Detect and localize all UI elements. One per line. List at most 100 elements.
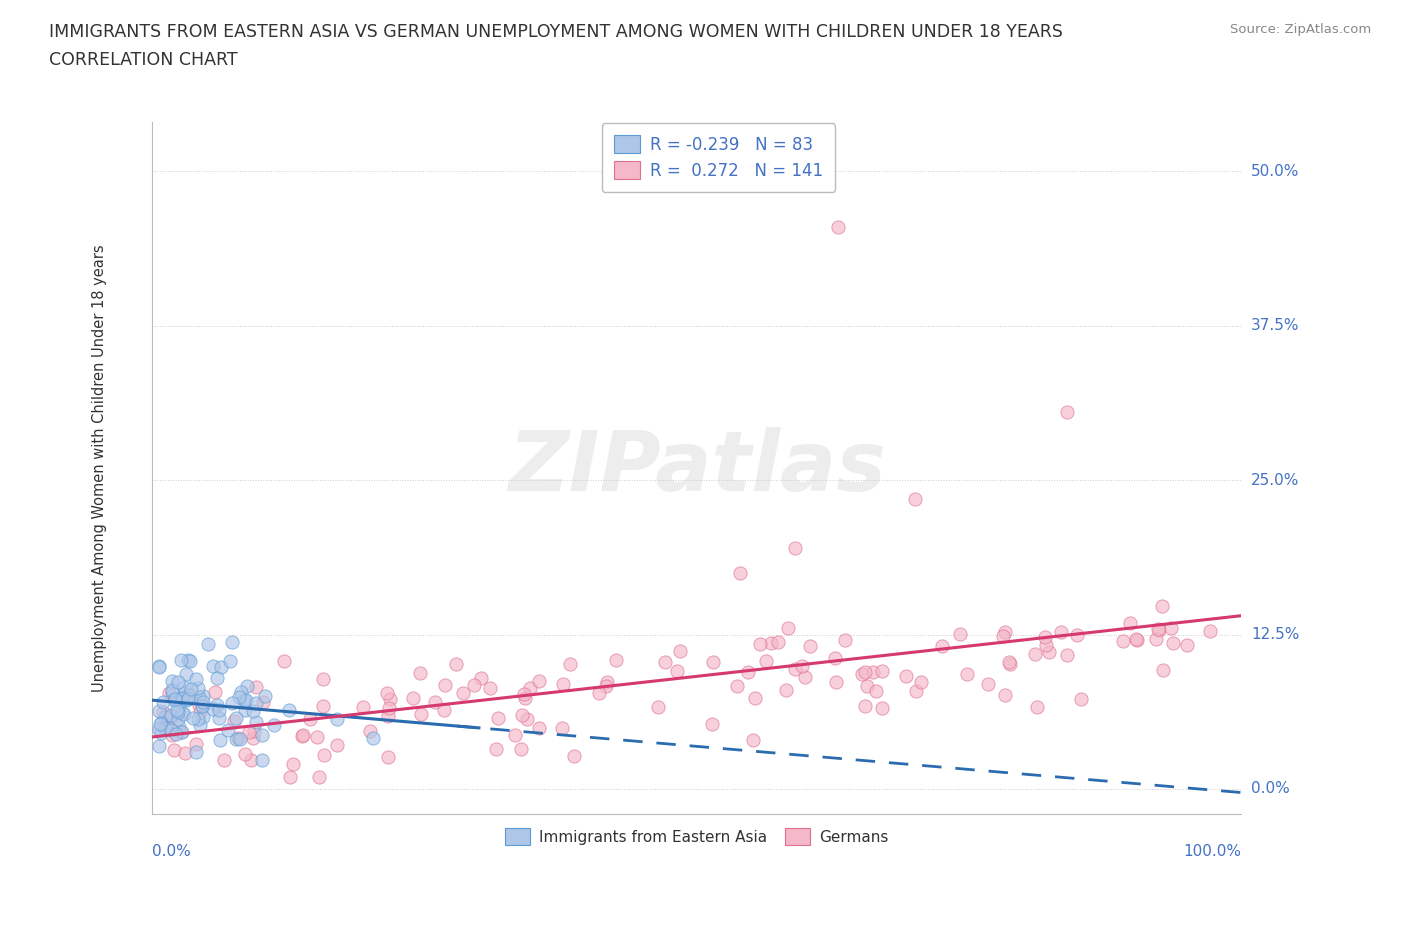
Point (824, 651, 846, 666)
Point (250, 728, 273, 743)
Point (1066, 627, 1088, 642)
Point (666, 664, 689, 679)
Point (172, 706, 194, 721)
Point (160, 708, 183, 723)
Point (277, 703, 299, 718)
Point (205, 698, 228, 712)
Point (994, 625, 1017, 640)
Text: ZIPatlas: ZIPatlas (508, 427, 886, 509)
Point (173, 679, 195, 694)
Point (825, 675, 848, 690)
Point (755, 653, 778, 668)
Point (170, 653, 193, 668)
Point (160, 674, 183, 689)
Point (173, 685, 195, 700)
Point (553, 676, 575, 691)
Point (236, 679, 259, 694)
Point (180, 682, 202, 697)
Point (352, 699, 374, 714)
Point (186, 737, 208, 751)
Text: 0.0%: 0.0% (1251, 781, 1289, 796)
Point (283, 757, 305, 772)
Point (188, 718, 211, 733)
Point (1024, 646, 1046, 661)
Point (170, 694, 193, 709)
Point (727, 679, 749, 694)
Point (229, 684, 252, 699)
Point (209, 659, 232, 674)
Point (179, 688, 201, 703)
Point (190, 699, 212, 714)
Point (245, 680, 267, 695)
Point (872, 700, 894, 715)
Point (1125, 631, 1147, 646)
Point (190, 705, 212, 720)
Point (148, 722, 170, 737)
Point (167, 720, 190, 735)
Point (167, 674, 190, 689)
Point (377, 700, 399, 715)
Point (308, 769, 330, 784)
Point (187, 680, 209, 695)
Text: 50.0%: 50.0% (1251, 164, 1299, 179)
Point (1147, 623, 1170, 638)
Point (204, 684, 226, 699)
Point (191, 698, 214, 713)
Text: 0.0%: 0.0% (152, 844, 191, 859)
Point (152, 704, 174, 719)
Point (853, 698, 876, 713)
Point (433, 702, 456, 717)
Point (165, 727, 187, 742)
Point (744, 690, 766, 705)
Point (402, 690, 425, 705)
Point (783, 662, 806, 677)
Point (1050, 624, 1073, 639)
Point (179, 654, 201, 669)
Point (956, 667, 979, 682)
Point (748, 637, 770, 652)
Text: 25.0%: 25.0% (1251, 472, 1299, 487)
Text: 100.0%: 100.0% (1184, 844, 1241, 859)
Point (148, 659, 170, 674)
Point (228, 689, 250, 704)
Point (669, 644, 692, 658)
Point (905, 683, 928, 698)
Point (149, 715, 172, 730)
Point (509, 741, 531, 756)
Text: 12.5%: 12.5% (1251, 627, 1299, 642)
Point (242, 703, 264, 718)
Point (160, 684, 183, 699)
Point (170, 724, 193, 739)
Point (172, 691, 194, 706)
Point (550, 721, 572, 736)
Point (834, 633, 856, 648)
Point (208, 733, 231, 748)
Point (1152, 599, 1174, 614)
Point (730, 565, 752, 580)
Point (378, 692, 401, 707)
Point (325, 712, 347, 727)
Point (527, 720, 550, 735)
Point (1119, 616, 1142, 631)
Point (235, 703, 257, 718)
Point (160, 723, 183, 737)
Point (155, 710, 177, 724)
Point (853, 664, 876, 679)
Point (503, 727, 526, 742)
Point (191, 695, 214, 710)
Point (250, 752, 273, 767)
Point (647, 699, 669, 714)
Point (434, 677, 457, 692)
Point (1035, 638, 1057, 653)
Point (202, 701, 225, 716)
Point (245, 696, 267, 711)
Point (1146, 621, 1168, 636)
Point (910, 675, 932, 690)
Point (252, 695, 274, 710)
Point (314, 748, 336, 763)
Point (702, 655, 724, 670)
Point (225, 711, 247, 725)
Point (977, 677, 1000, 692)
Point (221, 696, 243, 711)
Point (243, 724, 266, 738)
